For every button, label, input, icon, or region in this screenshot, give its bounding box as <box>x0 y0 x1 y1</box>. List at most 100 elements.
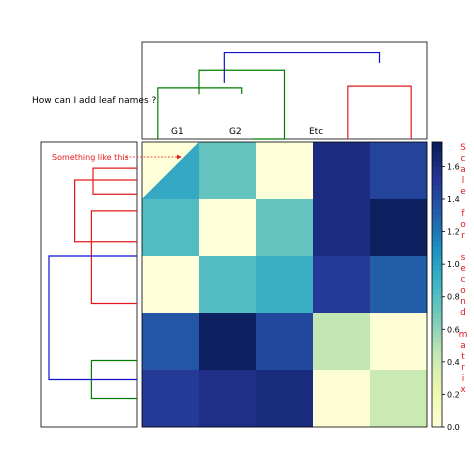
colorbar-segment <box>432 317 442 323</box>
left-dendrogram-link <box>92 167 137 195</box>
colorbar-ticks: 0.0 0.2 0.4 0.6 0.8 1.0 1.2 1.4 1.6 <box>442 162 460 432</box>
colorbar-tick-label: 0.8 <box>447 293 460 302</box>
colorbar-segment <box>432 175 442 181</box>
heatmap-cell <box>142 199 200 257</box>
heatmap-cell <box>313 256 371 314</box>
leaf-label-etc: Etc <box>309 127 323 137</box>
colorbar-tick-label: 0.2 <box>447 390 460 399</box>
colorbar-tick-label: 1.6 <box>447 162 460 171</box>
colorbar-segment <box>432 218 442 224</box>
colorbar-segment <box>432 184 442 190</box>
colorbar-segment <box>432 170 442 176</box>
heatmap-cell <box>256 370 314 428</box>
split-cell-lower <box>142 142 199 199</box>
colorbar-segment <box>432 146 442 152</box>
colorbar-tick-label: 0.4 <box>447 358 460 367</box>
colorbar-segment <box>432 165 442 171</box>
heatmap-cell <box>256 313 314 371</box>
heatmap-cell <box>370 142 428 200</box>
top-dendrogram-link <box>157 87 243 139</box>
heatmap-cell <box>313 313 371 371</box>
colorbar-segment <box>432 398 442 404</box>
colorbar-segment <box>432 275 442 281</box>
colorbar-segment <box>432 142 442 148</box>
colorbar-tick-label: 1.0 <box>447 260 460 269</box>
heatmap-cell <box>256 256 314 314</box>
colorbar-segment <box>432 251 442 257</box>
colorbar-segment <box>432 379 442 385</box>
arrow-note-annotation: Something like this <box>52 153 129 162</box>
colorbar-segment <box>432 256 442 262</box>
colorbar-segment <box>432 279 442 285</box>
colorbar-segment <box>432 336 442 342</box>
colorbar-tick-label: 0.6 <box>447 325 460 334</box>
colorbar-segment <box>432 351 442 357</box>
heatmap-cell <box>370 199 428 257</box>
heatmap-frame <box>141 141 428 428</box>
colorbar-segment <box>432 412 442 418</box>
colorbar-segment <box>432 189 442 195</box>
colorbar-tick-label: 1.2 <box>447 228 460 237</box>
heatmap-cell <box>142 313 200 371</box>
heatmap-cell <box>256 199 314 257</box>
colorbar-segment <box>432 322 442 328</box>
colorbar-segment <box>432 237 442 243</box>
colorbar-segment <box>432 346 442 352</box>
heatmap-cell <box>313 370 371 428</box>
top-dendrogram-link <box>347 85 412 139</box>
colorbar-segment <box>432 156 442 162</box>
colorbar-segment <box>432 232 442 238</box>
heatmap-cell <box>142 370 200 428</box>
colorbar-segment <box>432 393 442 399</box>
colorbar-segment <box>432 151 442 157</box>
top-dendrogram-link <box>223 51 381 83</box>
colorbar-segment <box>432 265 442 271</box>
question-annotation: How can I add leaf names ? <box>32 96 156 106</box>
colorbar-tick-label: 1.4 <box>447 195 460 204</box>
colorbar-segment <box>432 303 442 309</box>
colorbar-segment <box>432 199 442 205</box>
left-dendrogram-link <box>48 255 137 381</box>
colorbar-segment <box>432 260 442 266</box>
colorbar-segment <box>432 417 442 423</box>
colorbar-segment <box>432 270 442 276</box>
colorbar-segment <box>432 246 442 252</box>
heatmap-cell <box>256 142 314 200</box>
colorbar-segment <box>432 332 442 338</box>
colorbar-segment <box>432 161 442 167</box>
colorbar-segment <box>432 370 442 376</box>
top-dendrogram-link <box>198 69 286 139</box>
colorbar-segment <box>432 327 442 333</box>
colorbar-segment <box>432 422 442 428</box>
colorbar-segment <box>432 360 442 366</box>
heatmap-cell <box>199 370 257 428</box>
colorbar-segment <box>432 408 442 414</box>
colorbar-segment <box>432 365 442 371</box>
colorbar-segment <box>432 403 442 409</box>
colorbar-segment <box>432 313 442 319</box>
colorbar-segment <box>432 194 442 200</box>
left-dendrogram-link <box>90 210 137 305</box>
heatmap-cell <box>313 142 371 200</box>
left-dendrogram-link <box>74 179 137 243</box>
top-dendrogram <box>141 41 428 140</box>
colorbar-segment <box>432 294 442 300</box>
colorbar <box>431 141 443 428</box>
colorbar-segment <box>432 289 442 295</box>
heatmap-cell <box>370 313 428 371</box>
left-dendrogram-frame <box>40 141 138 428</box>
leaf-label-g2: G2 <box>229 127 242 137</box>
colorbar-segment <box>432 341 442 347</box>
colorbar-segment <box>432 384 442 390</box>
heatmap-cell <box>199 199 257 257</box>
colorbar-segment <box>432 308 442 314</box>
colorbar-segment <box>432 374 442 380</box>
colorbar-segment <box>432 203 442 209</box>
heatmap-cell <box>370 256 428 314</box>
leaf-label-g1: G1 <box>171 127 184 137</box>
colorbar-segment <box>432 227 442 233</box>
colorbar-segment <box>432 389 442 395</box>
colorbar-segment <box>432 222 442 228</box>
